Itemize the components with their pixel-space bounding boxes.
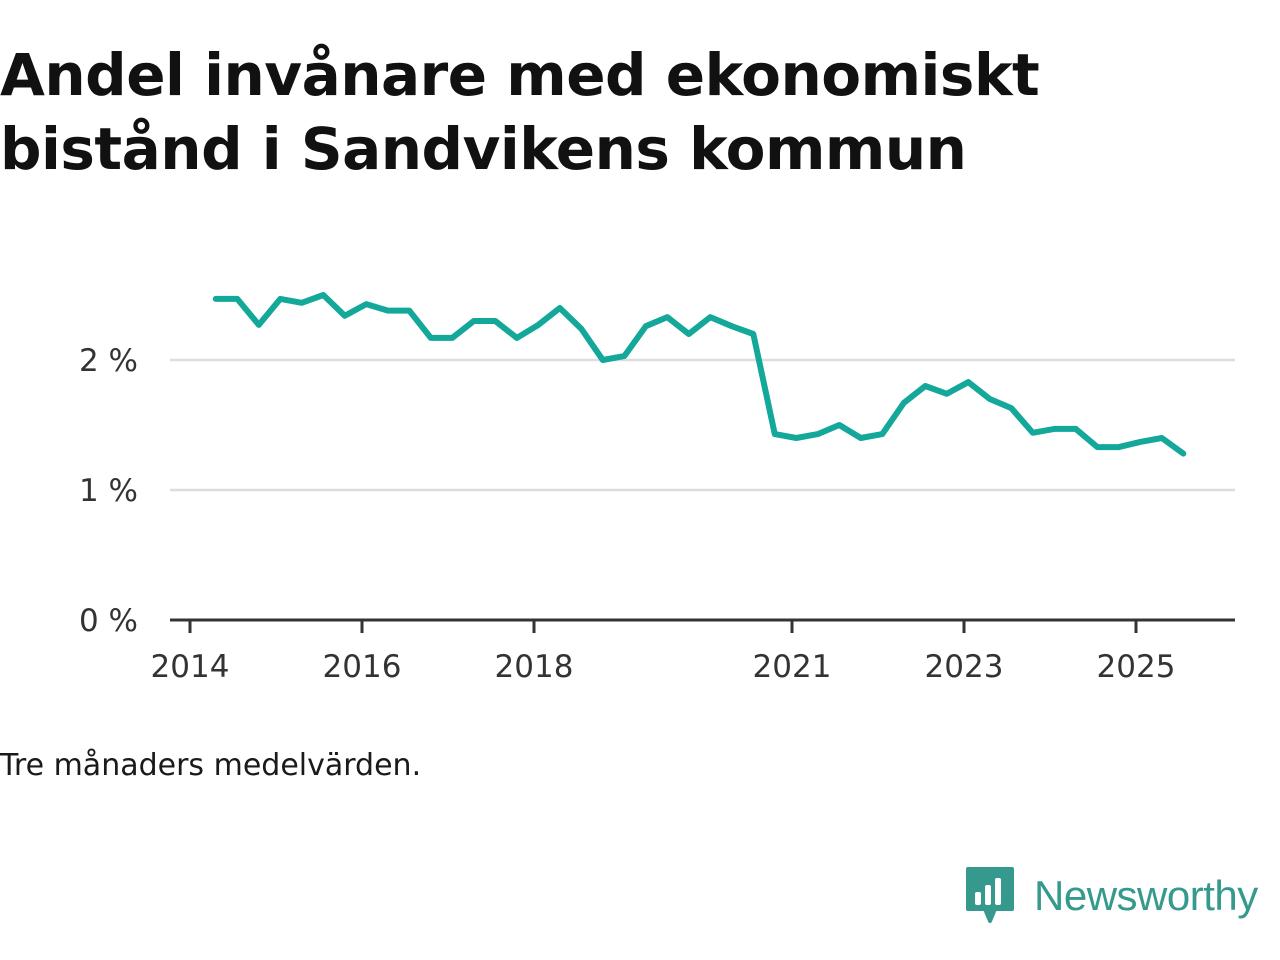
page-title: Andel invånare med ekonomiskt bistånd i … [0,41,1040,183]
y-axis-tick-labels: 0 % 1 % 2 % [79,343,138,639]
x-tick-label: 2014 [151,649,230,685]
newsworthy-logo: Newsworthy [964,864,1258,928]
bar-chart-speech-bubble-icon [966,867,1014,923]
y-tick-label: 2 % [79,343,138,379]
x-axis-ticks [188,620,1138,633]
x-tick-label: 2021 [753,649,832,685]
y-tick-label: 0 % [79,603,138,639]
x-tick-label: 2018 [495,649,574,685]
y-tick-label: 1 % [79,473,138,509]
series-line [212,292,1187,457]
x-tick-label: 2023 [925,649,1004,685]
chart-note: Tre månaders medelvärden. [0,748,422,783]
gridlines [170,358,1235,492]
x-axis-tick-labels: 2014 2016 2018 2021 2023 2025 [151,649,1176,685]
chart: 0 % 1 % 2 % 2014 2016 2018 2021 2023 2025 [79,292,1235,685]
brand-name: Newsworthy [1034,872,1258,919]
x-tick-label: 2025 [1097,649,1176,685]
x-tick-label: 2016 [323,649,402,685]
